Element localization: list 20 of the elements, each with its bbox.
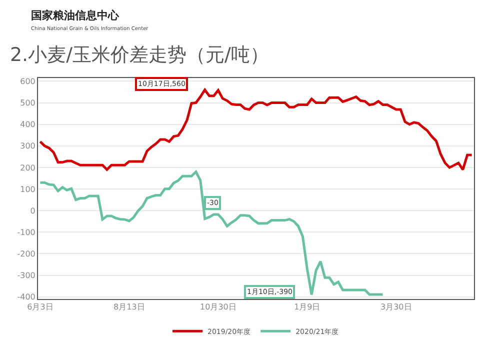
- chart-title: 2.小麦/玉米价差走势（元/吨）: [10, 44, 269, 66]
- y-tick-label: 200: [20, 163, 36, 172]
- line-series: [38, 88, 474, 171]
- y-tick-label: 500: [20, 98, 36, 108]
- x-tick-label: 3月30日: [380, 302, 412, 312]
- text: 国家粮油信息中心: [31, 9, 120, 22]
- x-tick-label: 1月9日: [294, 302, 320, 312]
- x-tick-label: 8月13日: [114, 302, 145, 312]
- x-tick-label: 10月30日: [200, 302, 236, 312]
- y-tick-label: -100: [17, 228, 36, 237]
- line-series: [38, 170, 384, 296]
- y-tick-label: 0: [30, 206, 36, 216]
- y-tick-label: -400: [17, 292, 36, 302]
- y-tick-label: 300: [20, 142, 36, 151]
- y-tick-label: -300: [17, 271, 36, 280]
- y-tick-label: 100: [20, 184, 36, 194]
- y-tick-label: -200: [17, 250, 36, 259]
- y-tick-label: 600: [20, 77, 36, 86]
- x-tick-label: 6月3日: [27, 302, 54, 312]
- y-tick-label: 400: [20, 120, 36, 130]
